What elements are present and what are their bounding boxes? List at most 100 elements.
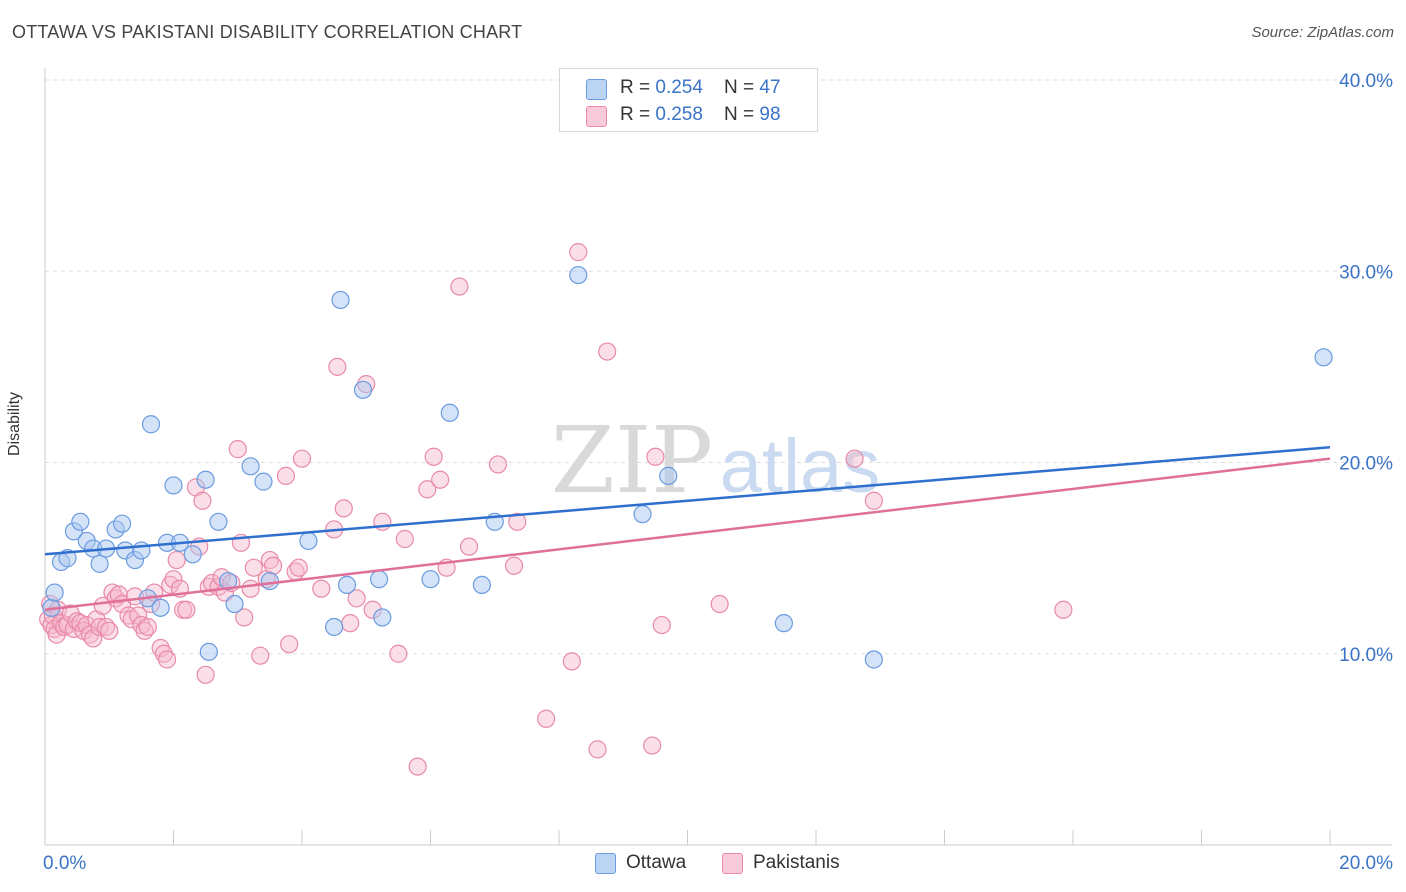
pakistanis-point (177, 600, 196, 619)
axis-layer (44, 68, 1392, 846)
ottawa-point (331, 290, 350, 310)
pakistanis-n-value: 98 (759, 104, 781, 125)
grid-layer (45, 79, 1392, 655)
x-tick-label: 20.0% (1339, 853, 1393, 874)
pakistanis-legend-swatch (722, 853, 743, 874)
ottawa-point (141, 415, 161, 434)
pakistanis-point (154, 644, 173, 663)
pakistanis-point (408, 757, 427, 776)
pakistanis-point (157, 650, 177, 669)
pakistanis-point (347, 589, 366, 608)
pakistanis-legend-label: Pakistanis (753, 852, 840, 873)
ottawa-point (241, 457, 260, 476)
pakistanis-point (244, 558, 263, 577)
ottawa-point (112, 514, 132, 533)
ottawa-point (183, 545, 202, 564)
pakistanis-point (488, 455, 508, 474)
chart-title: OTTAWA VS PAKISTANI DISABILITY CORRELATI… (12, 22, 523, 42)
ottawa-point (472, 575, 491, 595)
pakistanis-point (289, 558, 308, 577)
pakistanis-point (652, 615, 671, 635)
pakistanis-point (280, 635, 299, 654)
y-tick-label: 20.0% (1339, 454, 1393, 475)
ottawa-point (196, 470, 215, 489)
pakistanis-point (68, 612, 87, 631)
ottawa-point (440, 403, 459, 422)
source-label: Source: ZipAtlas.com (1251, 24, 1394, 41)
y-tick-label: 40.0% (1339, 71, 1393, 92)
pakistanis-r-label: R = (620, 104, 656, 125)
pakistanis-point (193, 491, 212, 510)
tick-labels: 10.0% 20.0% 30.0% 40.0% 0.0% 20.0% (43, 71, 1393, 874)
pakistanis-point (431, 470, 450, 489)
pakistanis-point (569, 243, 588, 262)
ottawa-point (209, 512, 228, 531)
pakistanis-trend-line (44, 457, 1331, 612)
pakistanis-point (132, 615, 151, 635)
pakistanis-point (1054, 600, 1073, 619)
ottawa-point (864, 650, 883, 669)
pakistanis-point (643, 736, 662, 755)
pakistanis-point (138, 617, 157, 637)
watermark-zip: ZIP (551, 407, 713, 514)
pakistanis-r-value: 0.258 (655, 104, 703, 125)
pakistanis-swatch (586, 106, 607, 127)
pakistanis-point (167, 550, 186, 570)
pakistanis-point (537, 709, 556, 728)
ottawa-legend-label: Ottawa (626, 852, 687, 873)
pakistanis-point (508, 512, 527, 531)
pakistanis-point (395, 529, 414, 549)
pakistanis-point (241, 579, 260, 598)
ottawa-point (254, 472, 273, 491)
pakistanis-point (100, 621, 119, 640)
ottawa-legend-swatch (595, 853, 616, 874)
x-tick-label: 0.0% (43, 853, 86, 874)
ottawa-points (42, 265, 1333, 669)
pakistanis-point (334, 499, 353, 518)
ottawa-r-label: R = (620, 77, 656, 98)
ottawa-point (370, 570, 389, 589)
pakistanis-point (341, 614, 360, 633)
pakistanis-point (235, 608, 254, 627)
ottawa-point (299, 531, 318, 551)
ottawa-point (260, 571, 279, 591)
pakistanis-point (276, 466, 296, 485)
ottawa-n-value: 47 (759, 77, 781, 98)
pakistanis-point (90, 617, 109, 637)
pakistanis-point (389, 644, 408, 663)
ottawa-point (219, 571, 238, 591)
pakistanis-point (328, 357, 347, 376)
pakistanis-point (161, 575, 180, 595)
pakistanis-point (424, 447, 443, 466)
ottawa-point (325, 617, 344, 637)
trend-lines (44, 445, 1331, 612)
ottawa-point (199, 642, 218, 661)
ottawa-point (353, 380, 373, 399)
ottawa-point (337, 575, 357, 595)
ottawa-point (164, 476, 183, 495)
y-tick-label: 10.0% (1339, 645, 1393, 666)
pakistanis-point (562, 652, 581, 671)
ottawa-point (1314, 348, 1333, 367)
y-tick-label: 30.0% (1339, 262, 1393, 283)
pakistanis-point (588, 740, 607, 759)
pakistanis-point (312, 579, 331, 598)
ottawa-point (421, 570, 440, 589)
ottawa-point (633, 505, 652, 524)
pakistanis-point (260, 550, 279, 570)
pakistanis-point (845, 449, 864, 468)
pakistanis-point (450, 277, 469, 296)
pakistanis-point (418, 480, 437, 499)
pakistanis-point (251, 646, 270, 665)
ottawa-n-label: N = (724, 77, 760, 98)
pakistanis-point (292, 449, 312, 468)
pakistanis-point (646, 447, 665, 466)
ottawa-point (45, 583, 64, 602)
pakistanis-point (228, 440, 247, 459)
ottawa-point (71, 512, 90, 531)
pakistanis-point (459, 537, 479, 556)
pakistanis-point (196, 665, 215, 684)
ottawa-point (373, 608, 392, 627)
pakistanis-point (164, 570, 183, 589)
